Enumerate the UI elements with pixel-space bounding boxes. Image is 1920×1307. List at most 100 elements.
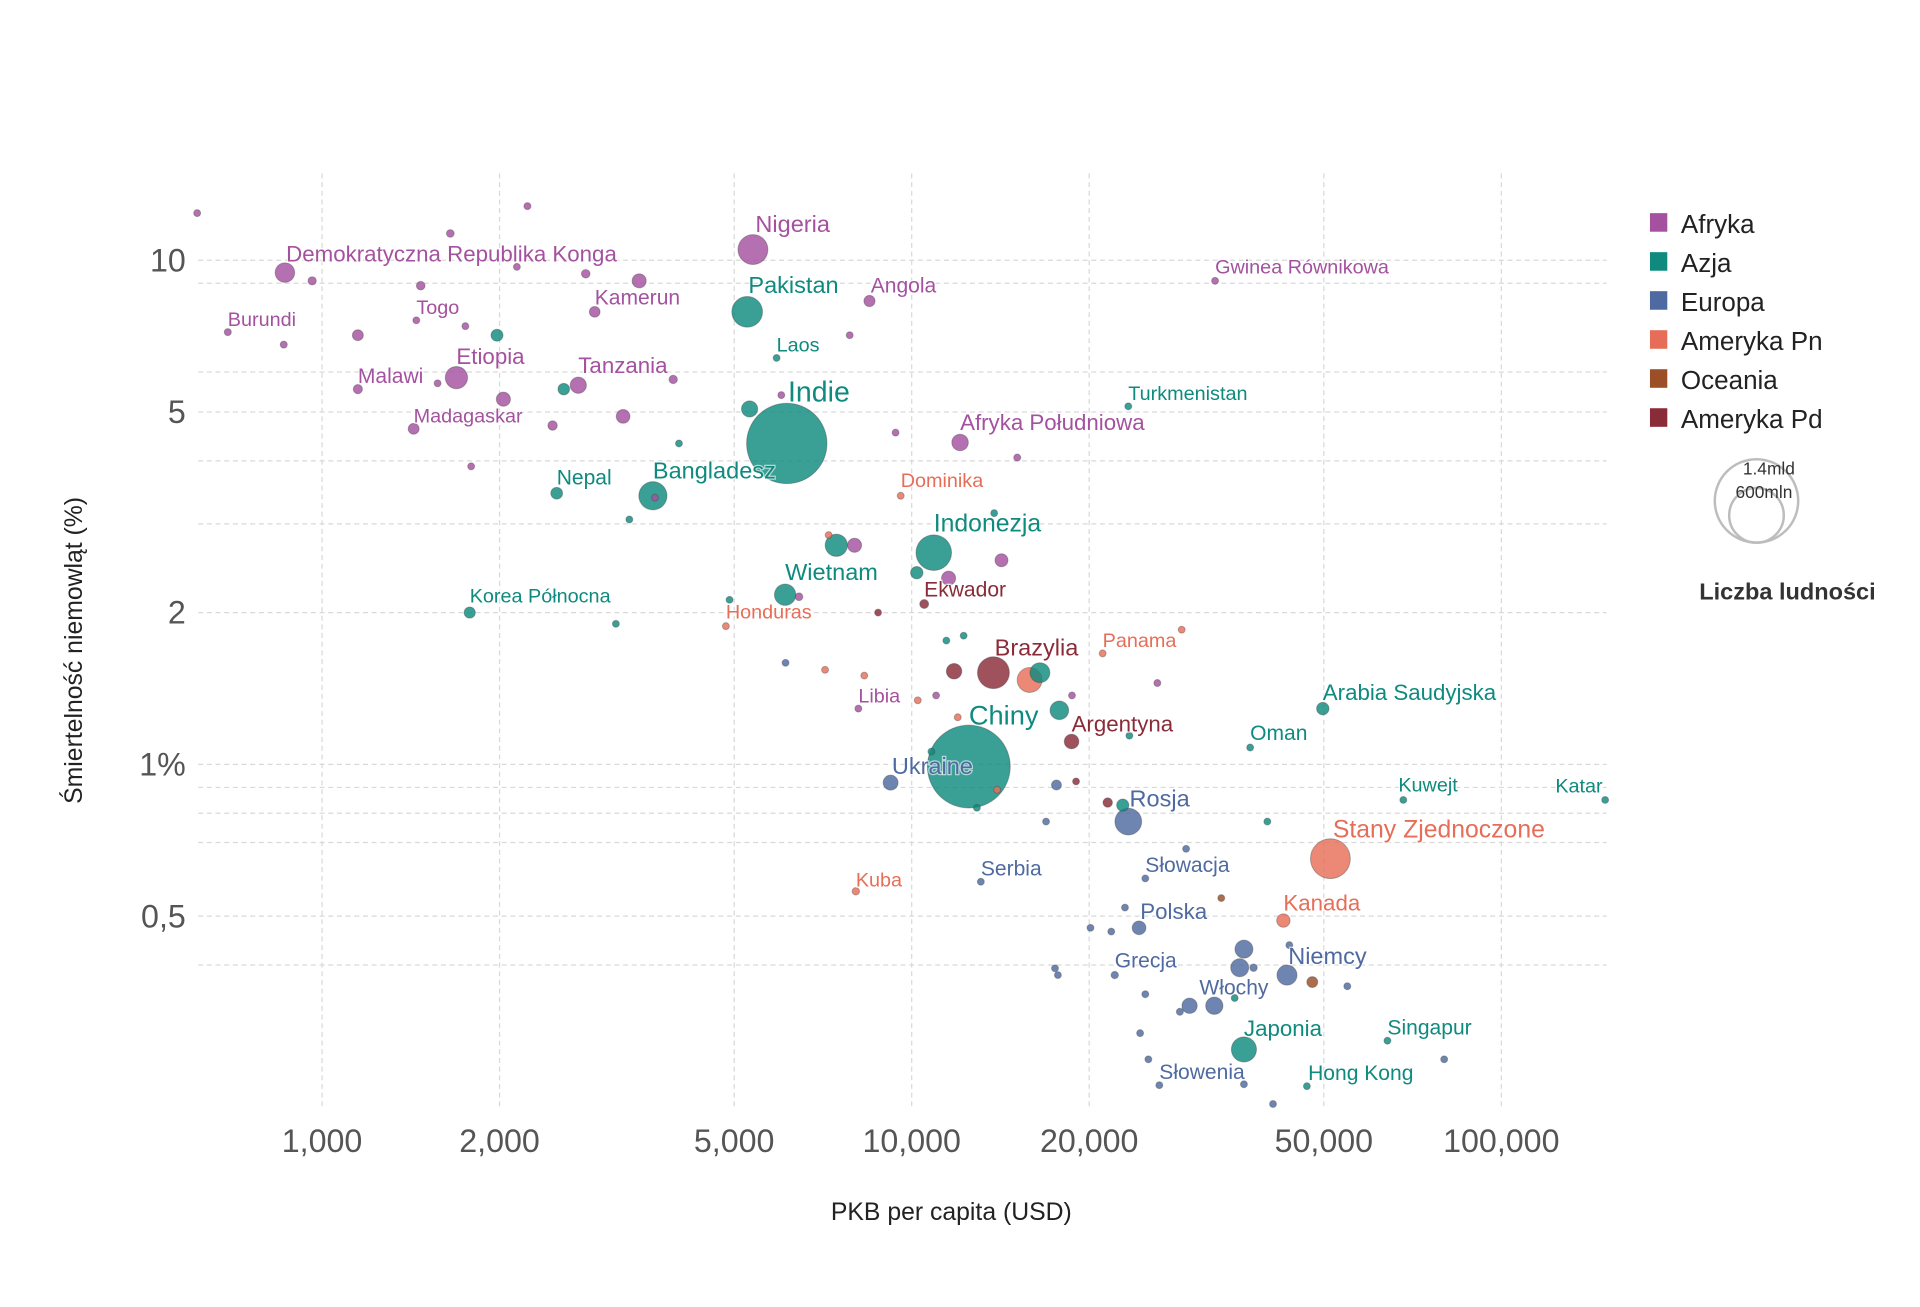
data-point[interactable]: Tanzania <box>569 376 587 394</box>
data-point[interactable]: Hong Kong <box>1302 1082 1311 1091</box>
data-point[interactable] <box>824 531 833 540</box>
data-point[interactable] <box>874 608 883 617</box>
data-point[interactable] <box>972 803 981 812</box>
legend-item[interactable]: Ameryka Pn <box>1649 326 1823 356</box>
data-point[interactable]: Dominika <box>896 491 905 500</box>
data-point[interactable] <box>1230 958 1250 978</box>
data-point[interactable] <box>1050 779 1062 791</box>
data-point[interactable] <box>725 595 734 604</box>
data-point[interactable]: Afryka Południowa <box>951 433 969 452</box>
data-point[interactable] <box>490 328 504 342</box>
data-point[interactable] <box>1234 939 1254 959</box>
data-point[interactable] <box>580 268 591 279</box>
legend-item[interactable]: Azja <box>1649 248 1732 278</box>
data-point[interactable]: Kanada <box>1276 913 1291 928</box>
data-point[interactable]: Laos <box>772 353 781 362</box>
data-point[interactable] <box>1053 971 1062 980</box>
data-point[interactable] <box>512 262 521 271</box>
data-point[interactable] <box>415 280 426 291</box>
data-point[interactable] <box>927 747 936 756</box>
data-point[interactable] <box>1141 990 1150 999</box>
data-point[interactable] <box>942 636 951 645</box>
data-point[interactable] <box>1175 1007 1184 1016</box>
data-point[interactable]: Nigeria <box>737 234 769 265</box>
data-point[interactable] <box>891 428 900 437</box>
data-point[interactable] <box>1086 923 1095 932</box>
data-point[interactable] <box>945 663 963 680</box>
data-point[interactable]: Serbia <box>976 877 985 886</box>
data-point[interactable]: Oman <box>1246 743 1255 752</box>
data-point[interactable] <box>547 420 558 431</box>
data-point[interactable] <box>1125 731 1134 740</box>
data-point[interactable]: Kuba <box>851 887 861 896</box>
data-point[interactable] <box>1153 679 1162 687</box>
data-point[interactable] <box>495 391 511 407</box>
data-point[interactable]: Angola <box>863 294 876 308</box>
data-point[interactable] <box>1121 903 1129 912</box>
data-point[interactable] <box>557 382 571 396</box>
data-point[interactable] <box>1049 700 1070 721</box>
data-point[interactable]: Kuwejt <box>1399 795 1408 804</box>
data-point[interactable] <box>1013 453 1022 462</box>
data-point[interactable] <box>615 409 631 424</box>
data-point[interactable]: Malawi <box>352 384 363 395</box>
data-point[interactable] <box>860 671 869 680</box>
data-point[interactable] <box>1107 927 1116 936</box>
data-point[interactable] <box>1181 997 1198 1014</box>
data-point[interactable] <box>1144 1055 1153 1064</box>
data-point[interactable] <box>1116 798 1130 812</box>
data-point[interactable]: Stany Zjednoczone <box>1309 838 1351 880</box>
data-point[interactable] <box>631 273 647 289</box>
data-point[interactable] <box>845 331 854 340</box>
data-point[interactable] <box>1263 817 1272 826</box>
data-point[interactable] <box>668 374 678 385</box>
data-point[interactable] <box>1051 964 1059 973</box>
data-point[interactable] <box>824 533 848 557</box>
data-point[interactable] <box>307 276 317 286</box>
data-point[interactable] <box>1440 1055 1449 1064</box>
data-point[interactable]: Panama <box>1098 649 1107 658</box>
data-point[interactable] <box>433 379 442 388</box>
legend-item[interactable]: Oceania <box>1649 365 1778 395</box>
data-point[interactable]: Katar <box>1601 795 1610 804</box>
data-point[interactable] <box>910 565 924 580</box>
legend-item[interactable]: Afryka <box>1649 209 1755 239</box>
data-point[interactable]: Chiny <box>926 724 1011 809</box>
data-point[interactable] <box>1068 691 1076 700</box>
data-point[interactable]: Nepal <box>550 486 564 500</box>
data-point[interactable] <box>1285 941 1294 950</box>
data-point[interactable] <box>781 658 790 667</box>
data-point[interactable] <box>675 439 683 448</box>
data-point[interactable] <box>1136 1029 1145 1038</box>
data-point[interactable] <box>847 537 863 553</box>
data-point[interactable]: Indonezja <box>915 534 953 571</box>
data-point[interactable] <box>932 691 941 700</box>
data-point[interactable]: Ukraine <box>882 774 899 791</box>
data-point[interactable] <box>193 209 202 218</box>
data-point[interactable]: Togo <box>412 316 421 325</box>
data-point[interactable] <box>1343 982 1352 991</box>
data-point[interactable] <box>1249 963 1258 972</box>
data-point[interactable]: Oceania-1 <box>1306 976 1319 989</box>
data-point[interactable] <box>990 509 999 518</box>
data-point[interactable]: Turkmenistan <box>1124 402 1133 411</box>
data-point[interactable] <box>794 592 804 602</box>
data-point[interactable] <box>1230 994 1239 1002</box>
data-point[interactable] <box>461 322 470 331</box>
data-point[interactable]: Demokratyczna Republika Konga <box>274 262 296 283</box>
data-point[interactable]: Słowenia <box>1155 1081 1164 1090</box>
data-point[interactable]: Korea Północna <box>463 606 476 619</box>
data-point[interactable] <box>445 229 455 238</box>
data-point[interactable] <box>1217 894 1226 903</box>
data-point[interactable]: Argentyna <box>1063 733 1080 750</box>
data-point[interactable] <box>611 619 620 628</box>
data-point[interactable]: Arabia Saudyjska <box>1316 701 1330 716</box>
data-point[interactable] <box>777 391 786 400</box>
data-point[interactable]: Madagaskar <box>407 422 420 435</box>
legend-item[interactable]: Ameryka Pd <box>1649 404 1823 434</box>
data-point[interactable] <box>1182 844 1191 853</box>
data-point[interactable] <box>993 785 1002 794</box>
legend-item[interactable]: Europa <box>1649 287 1765 317</box>
data-point[interactable]: Rosja <box>1114 807 1143 836</box>
data-point[interactable] <box>351 329 364 342</box>
